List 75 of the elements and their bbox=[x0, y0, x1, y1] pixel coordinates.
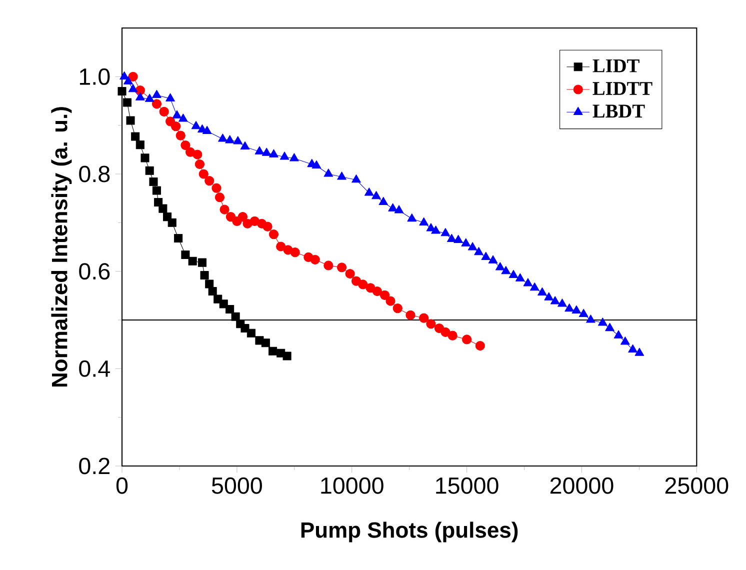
point bbox=[192, 150, 202, 160]
point bbox=[194, 159, 205, 170]
y-tick-label: 0.6 bbox=[79, 263, 110, 280]
point bbox=[426, 319, 436, 329]
point bbox=[140, 154, 150, 162]
point bbox=[392, 304, 402, 314]
point bbox=[268, 230, 279, 240]
point bbox=[204, 176, 214, 186]
point bbox=[220, 204, 230, 214]
point bbox=[372, 286, 382, 296]
y-axis-title: Normalized Intensity (a. u.) bbox=[51, 107, 72, 387]
x-tick-label: 10000 bbox=[321, 477, 384, 494]
point bbox=[214, 192, 224, 202]
point bbox=[168, 218, 176, 227]
point bbox=[176, 130, 186, 140]
y-tick-label: 0.4 bbox=[79, 360, 110, 377]
point bbox=[310, 254, 320, 264]
point bbox=[462, 334, 472, 344]
point bbox=[152, 186, 161, 195]
point bbox=[145, 166, 154, 175]
point bbox=[448, 330, 458, 340]
point bbox=[122, 98, 132, 107]
point bbox=[226, 305, 234, 314]
point bbox=[181, 250, 190, 260]
point bbox=[198, 258, 206, 267]
x-tick-label: 0 bbox=[116, 477, 128, 494]
point bbox=[200, 270, 209, 280]
x-axis-title: Pump Shots (pulses) bbox=[301, 522, 518, 542]
point bbox=[118, 86, 126, 96]
point bbox=[336, 262, 347, 272]
point bbox=[276, 242, 286, 252]
point bbox=[231, 312, 240, 321]
y-tick-label: 1.0 bbox=[80, 68, 110, 85]
point bbox=[131, 132, 140, 141]
point bbox=[419, 313, 429, 323]
point bbox=[475, 340, 485, 351]
point bbox=[219, 300, 228, 308]
point bbox=[238, 212, 248, 222]
x-tick-label: 25000 bbox=[665, 477, 728, 494]
y-tick-label: 0.8 bbox=[79, 166, 110, 182]
point bbox=[268, 346, 278, 356]
legend-label: LIDT bbox=[592, 59, 640, 72]
point bbox=[324, 260, 334, 270]
point bbox=[170, 122, 181, 132]
point bbox=[158, 204, 168, 213]
x-tick-label: 5000 bbox=[212, 477, 262, 494]
point bbox=[262, 222, 272, 232]
point bbox=[188, 256, 197, 266]
point bbox=[152, 99, 162, 109]
point bbox=[126, 116, 135, 125]
point bbox=[159, 106, 169, 117]
point bbox=[380, 290, 390, 300]
point bbox=[406, 310, 416, 320]
point bbox=[386, 296, 396, 306]
point bbox=[440, 327, 450, 337]
point bbox=[180, 140, 190, 150]
x-tick-label: 20000 bbox=[550, 477, 614, 494]
point bbox=[208, 287, 217, 296]
x-tick-label: 15000 bbox=[436, 477, 498, 494]
point bbox=[174, 234, 183, 243]
point bbox=[149, 178, 158, 186]
point bbox=[246, 328, 256, 338]
point bbox=[128, 72, 138, 82]
point bbox=[290, 248, 300, 258]
point bbox=[345, 268, 355, 279]
legend-label: LBDT bbox=[592, 104, 645, 118]
legend-label: LIDTT bbox=[592, 82, 652, 95]
point bbox=[198, 169, 208, 179]
y-tick-label: 0.2 bbox=[79, 458, 110, 474]
point bbox=[136, 140, 144, 150]
point bbox=[282, 352, 292, 360]
point bbox=[358, 280, 368, 290]
point bbox=[205, 280, 214, 288]
point bbox=[261, 338, 270, 348]
point bbox=[212, 183, 222, 193]
